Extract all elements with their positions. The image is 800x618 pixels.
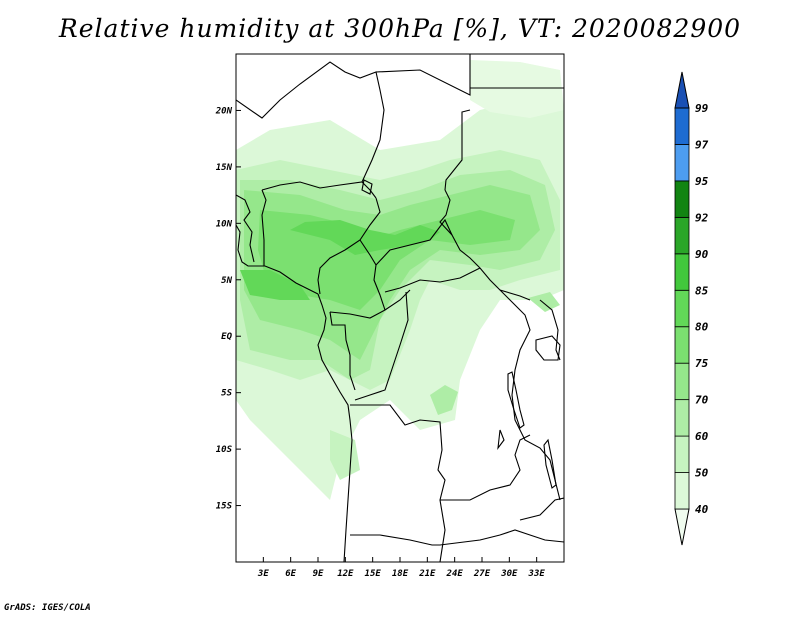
border-tanzania-mozambique [519, 497, 564, 521]
colorbar: 40 50 60 70 75 80 85 90 92 95 97 99 [674, 71, 709, 546]
colorbar-arrow-low [674, 508, 690, 546]
colorbar-label: 70 [695, 394, 709, 407]
lon-tick-label: 18E [392, 569, 409, 579]
border-chad-sudan [439, 189, 531, 301]
colorbar-label: 75 [695, 357, 709, 370]
lon-tick-label: 24E [446, 569, 464, 579]
lat-tick-label: 10S [216, 445, 233, 455]
lat-tick-label: EQ [221, 332, 232, 342]
humidity-field [236, 60, 564, 500]
border-uganda-kenya [539, 299, 561, 361]
colorbar-swatch [674, 144, 690, 182]
border-libya-egypt [444, 109, 471, 191]
footer-credit: GrADS: IGES/COLA [4, 603, 91, 613]
lon-tick-label: 27E [473, 569, 491, 579]
map-boundaries [236, 54, 564, 562]
lon-tick-label: 30E [500, 569, 518, 579]
colorbar-swatch [674, 216, 690, 255]
lon-tick-label: 12E [337, 569, 354, 579]
colorbar-swatch [674, 289, 690, 328]
colorbar-label: 80 [695, 321, 709, 334]
colorbar-swatch [674, 399, 690, 437]
lake-victoria [535, 335, 561, 361]
border-nigeria-cameroon [317, 197, 381, 295]
colorbar-label: 90 [695, 248, 709, 261]
border-benin-togo [261, 189, 267, 266]
lat-tick-label: 10N [216, 219, 233, 229]
border-drc-west [354, 291, 409, 401]
border-car-drc [384, 267, 481, 293]
lon-tick-label: 15E [365, 569, 382, 579]
chart-title: Relative humidity at 300hPa [%], VT: 202… [58, 14, 742, 43]
humidity-contour-40-ne [470, 60, 564, 118]
border-gabon [329, 311, 356, 391]
humidity-contour-85-west [240, 270, 310, 300]
humidity-patch-east [528, 292, 560, 312]
border-zimbabwe [499, 529, 564, 543]
colorbar-label: 99 [695, 102, 709, 115]
lon-tick-label: 3E [257, 569, 269, 579]
coastline-gulf-guinea [317, 293, 353, 562]
lon-axis: 3E 6E 9E 12E 15E 18E 21E 24E 27E 30E 33E [257, 557, 545, 579]
lat-tick-label: 5N [221, 276, 232, 286]
humidity-patch-south [430, 385, 458, 415]
colorbar-swatch [674, 362, 690, 401]
colorbar-swatch [674, 180, 690, 218]
lon-tick-label: 9E [313, 569, 324, 579]
lon-tick-label: 33E [528, 569, 546, 579]
colorbar-label: 60 [695, 430, 709, 443]
lake-tanganyika [507, 371, 525, 429]
lat-tick-label: 15S [216, 502, 233, 512]
colorbar-label: 92 [695, 211, 709, 224]
lake-kivu [497, 429, 505, 450]
colorbar-swatch [674, 435, 690, 473]
border-namibia [350, 534, 501, 546]
border-nigeria-niger [261, 181, 377, 199]
lon-tick-label: 21E [418, 569, 436, 579]
border-cameroon-car [359, 239, 386, 311]
border-congo [329, 289, 411, 319]
lat-axis: 20N 15N 10N 5N EQ 5S 10S 15S [215, 106, 241, 512]
colorbar-arrow-high [674, 71, 690, 109]
lake-malawi [543, 438, 557, 489]
coastline-west-africa [236, 224, 319, 295]
colorbar-swatch [674, 253, 690, 291]
border-mali-algeria [236, 61, 385, 183]
border-burkina [236, 194, 255, 263]
border-angola-zambia [440, 434, 531, 501]
border-east-africa [499, 289, 561, 501]
lon-tick-label: 6E [285, 569, 296, 579]
colorbar-label: 85 [695, 284, 709, 297]
border-niger-libya [375, 54, 471, 96]
border-angola-north [350, 404, 446, 562]
colorbar-swatch [674, 326, 690, 364]
colorbar-swatch [674, 472, 690, 510]
colorbar-label: 50 [695, 467, 709, 480]
colorbar-label: 97 [695, 138, 709, 151]
humidity-patch-south2 [330, 430, 360, 480]
lake-chad [361, 179, 373, 195]
colorbar-swatch [674, 107, 690, 145]
humidity-contour-85 [290, 220, 440, 255]
lat-tick-label: 20N [215, 106, 233, 116]
border-car [375, 218, 453, 266]
lat-tick-label: 15N [216, 163, 233, 173]
lat-tick-label: 5S [221, 389, 232, 399]
colorbar-label: 95 [695, 175, 709, 188]
colorbar-label: 40 [695, 503, 709, 516]
